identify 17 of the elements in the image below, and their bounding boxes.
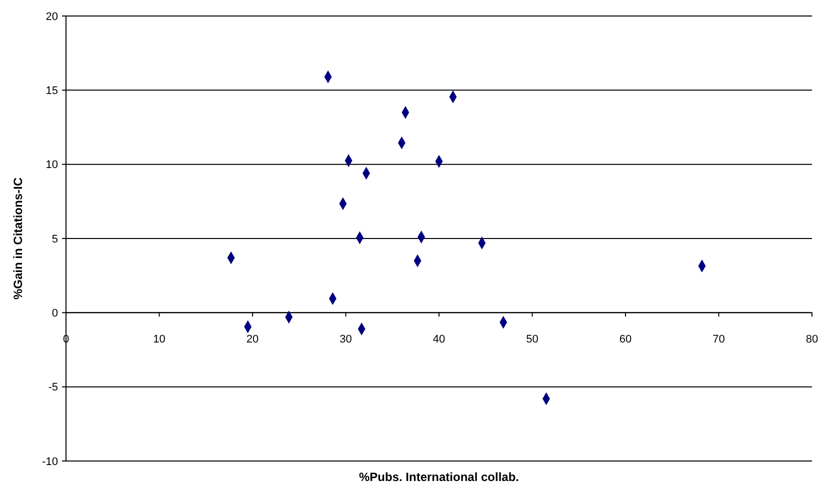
- x-axis-title: %Pubs. International collab.: [358, 470, 520, 484]
- x-tick-label: 40: [432, 334, 446, 346]
- x-tick-label: 60: [619, 334, 632, 346]
- y-tick-label: -5: [48, 382, 58, 394]
- y-tick-label: 0: [52, 308, 58, 320]
- y-tick-label: -10: [42, 456, 58, 468]
- x-tick-label: 50: [526, 334, 538, 346]
- x-tick-label: 70: [712, 334, 725, 346]
- x-tick-label: 30: [340, 334, 352, 346]
- y-tick-label: 10: [46, 159, 58, 172]
- x-tick-label: 80: [806, 334, 818, 346]
- x-tick-label: 10: [153, 334, 166, 346]
- y-axis-title: %Gain in Citations-IC: [11, 177, 25, 300]
- y-tick-label: 20: [46, 10, 58, 23]
- y-tick-label: 5: [52, 233, 58, 246]
- x-tick-label: 20: [246, 334, 259, 346]
- y-tick-label: 15: [46, 85, 58, 98]
